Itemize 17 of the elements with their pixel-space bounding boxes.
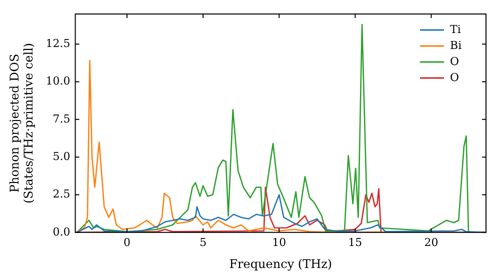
y-tick-label: 2.5	[52, 188, 70, 201]
x-tick-label: 5	[200, 236, 207, 249]
y-tick-label: 5.0	[52, 150, 70, 163]
x-tick-label: 20	[424, 236, 438, 249]
x-tick-label: 15	[348, 236, 362, 249]
x-axis-title: Frequency (THz)	[229, 256, 332, 271]
y-tick-label: 10.0	[46, 74, 70, 88]
legend-label: Ti	[450, 22, 462, 36]
x-tick-label: 10	[272, 236, 286, 249]
y-tick-label: 7.5	[52, 112, 70, 126]
legend-label: O	[450, 54, 460, 68]
legend-label: Bi	[450, 38, 462, 52]
y-tick-label: 12.5	[46, 36, 70, 50]
y-axis-title: Phonon projected DOS (States/THz·primitive cell)	[7, 42, 36, 204]
y-tick-label: 0.0	[52, 225, 70, 238]
x-tick-label: 0	[124, 236, 131, 249]
legend-label: O	[450, 70, 460, 84]
